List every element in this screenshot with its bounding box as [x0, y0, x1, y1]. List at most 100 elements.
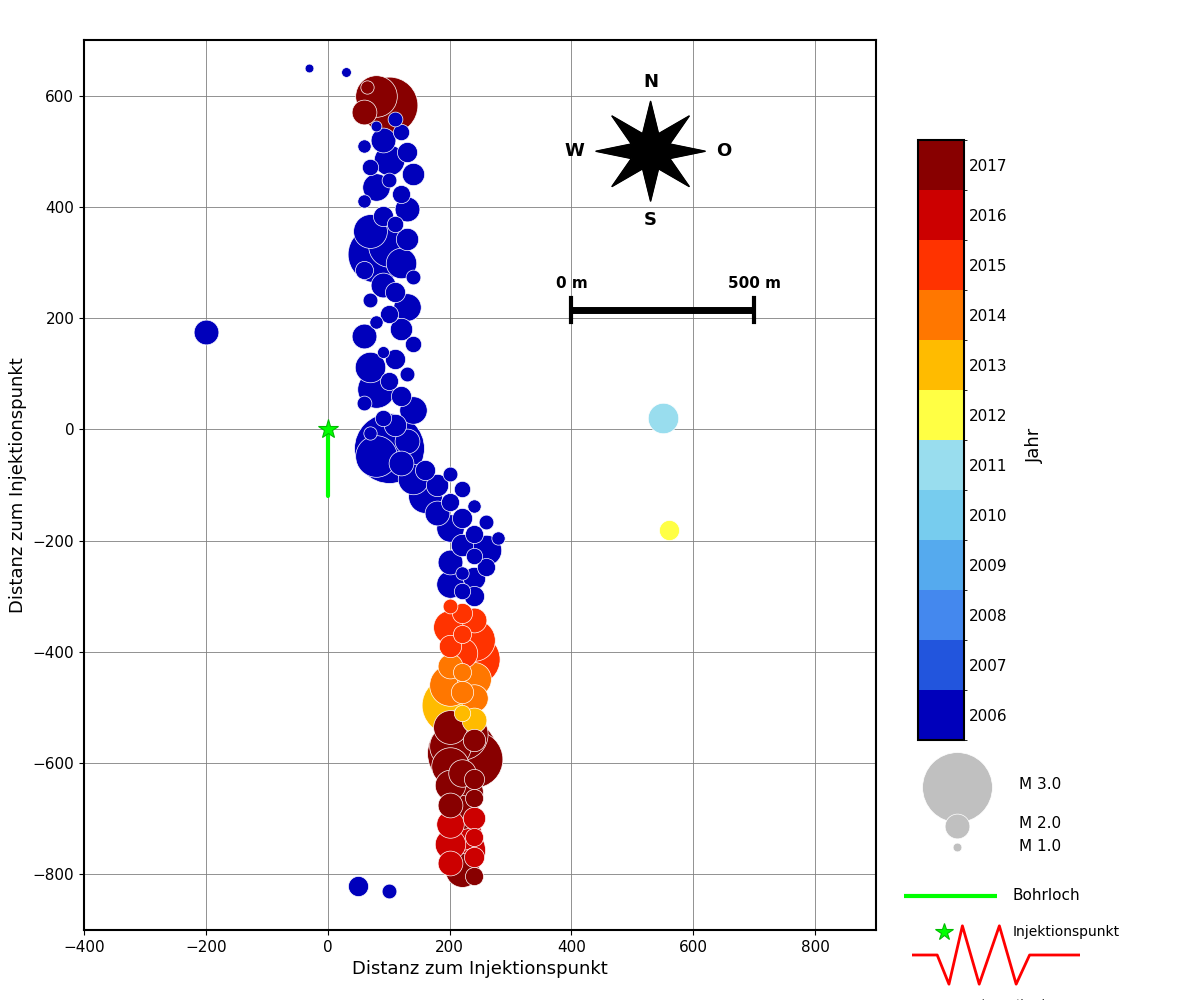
- Polygon shape: [595, 101, 706, 201]
- Point: [397, 201, 416, 217]
- Point: [373, 277, 392, 293]
- Point: [355, 138, 374, 154]
- Point: [427, 477, 446, 493]
- Point: [464, 790, 484, 806]
- Point: [452, 823, 472, 839]
- Point: [452, 605, 472, 621]
- Point: [452, 726, 472, 742]
- Point: [367, 88, 386, 104]
- Point: [440, 638, 460, 654]
- Point: [440, 719, 460, 735]
- Point: [464, 632, 484, 648]
- Point: [355, 262, 374, 278]
- Point: [464, 612, 484, 628]
- Point: [358, 79, 377, 95]
- Point: [403, 471, 422, 487]
- Text: Bohrloch: Bohrloch: [1013, 888, 1080, 904]
- Point: [300, 60, 319, 76]
- Point: [440, 777, 460, 793]
- Point: [397, 366, 416, 382]
- Point: [373, 344, 392, 360]
- Point: [440, 816, 460, 832]
- Point: [464, 526, 484, 542]
- Point: [440, 554, 460, 570]
- Point: [367, 179, 386, 195]
- Point: [397, 144, 416, 160]
- Point: [440, 658, 460, 674]
- Point: [452, 842, 472, 858]
- Point: [452, 765, 472, 781]
- Text: N: N: [643, 73, 658, 91]
- Point: [361, 425, 380, 441]
- Text: 500 m: 500 m: [727, 276, 781, 291]
- Text: 0 m: 0 m: [556, 276, 587, 291]
- Point: [385, 351, 404, 367]
- Point: [452, 481, 472, 497]
- Point: [373, 208, 392, 224]
- Point: [379, 152, 398, 168]
- Point: [367, 381, 386, 397]
- Point: [440, 758, 460, 774]
- Point: [361, 223, 380, 239]
- Point: [379, 238, 398, 254]
- Point: [367, 314, 386, 330]
- Text: M 3.0: M 3.0: [1019, 777, 1061, 792]
- Point: [361, 359, 380, 375]
- Point: [440, 797, 460, 813]
- Point: [355, 193, 374, 209]
- Point: [385, 284, 404, 300]
- Point: [391, 186, 410, 202]
- Text: W: W: [565, 142, 584, 160]
- Point: [336, 64, 355, 80]
- Point: [452, 626, 472, 642]
- Point: [440, 619, 460, 635]
- Text: M 1.0: M 1.0: [1019, 839, 1061, 854]
- Point: [385, 111, 404, 127]
- Point: [440, 576, 460, 592]
- Y-axis label: Distanz zum Injektionspunkt: Distanz zum Injektionspunkt: [8, 357, 26, 613]
- Point: [373, 410, 392, 426]
- Point: [476, 559, 496, 575]
- Point: [440, 520, 460, 536]
- Point: [379, 306, 398, 322]
- Point: [452, 583, 472, 599]
- Point: [452, 537, 472, 553]
- Point: [355, 395, 374, 411]
- Point: [403, 336, 422, 352]
- Point: [947, 818, 966, 834]
- Point: [464, 651, 484, 667]
- Point: [659, 522, 678, 538]
- Point: [653, 410, 672, 426]
- Point: [391, 254, 410, 270]
- Point: [452, 804, 472, 820]
- Point: [397, 299, 416, 315]
- Point: [379, 373, 398, 389]
- Text: M 2.0: M 2.0: [1019, 816, 1061, 831]
- Text: S: S: [644, 211, 658, 229]
- Point: [464, 548, 484, 564]
- Point: [464, 810, 484, 826]
- Text: Jahr: Jahr: [1026, 427, 1044, 463]
- Point: [385, 216, 404, 232]
- Point: [452, 862, 472, 878]
- Point: [379, 172, 398, 188]
- Point: [464, 588, 484, 604]
- Point: [464, 671, 484, 687]
- Point: [464, 498, 484, 514]
- Point: [373, 132, 392, 148]
- Point: [367, 118, 386, 134]
- Point: [440, 738, 460, 754]
- Point: [379, 883, 398, 899]
- Point: [361, 159, 380, 175]
- Point: [464, 771, 484, 787]
- Point: [476, 514, 496, 530]
- Point: [355, 104, 374, 120]
- Point: [464, 849, 484, 865]
- X-axis label: Distanz zum Injektionspunkt: Distanz zum Injektionspunkt: [352, 960, 608, 978]
- Point: [440, 697, 460, 713]
- Point: [385, 417, 404, 433]
- Point: [464, 868, 484, 884]
- Point: [391, 388, 410, 404]
- Point: [415, 488, 434, 504]
- Point: [440, 855, 460, 871]
